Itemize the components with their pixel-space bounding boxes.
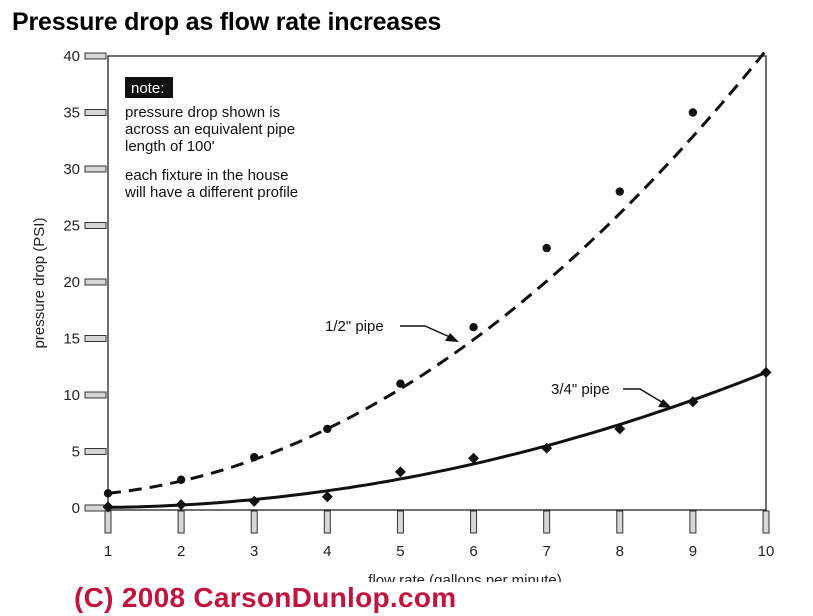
three-quarter-inch-pipe-label: 3/4" pipe (551, 381, 610, 398)
three-quarter-inch-pipe-point (468, 452, 480, 464)
three-quarter-inch-pipe-callout: 3/4" pipe (551, 381, 672, 408)
note-line-4: each fixture in the house (125, 167, 288, 184)
note-line-1: pressure drop shown is (125, 104, 280, 121)
x-tick-mark (250, 510, 258, 534)
x-tick-label: 9 (689, 543, 697, 560)
note-annotation: note: pressure drop shown is across an e… (124, 77, 298, 201)
y-tick-label: 15 (63, 331, 80, 348)
y-tick-mark (84, 448, 107, 455)
x-tick-label: 6 (469, 543, 477, 560)
half-inch-pipe-point (469, 323, 478, 332)
three-quarter-inch-pipe-point (760, 366, 772, 378)
half-inch-pipe-arrowhead (445, 333, 459, 342)
half-inch-pipe-point (323, 424, 332, 434)
three-quarter-inch-pipe-pointer (623, 388, 666, 405)
note-line-2: across an equivalent pipe (125, 121, 295, 138)
three-quarter-inch-pipe-points (102, 366, 772, 513)
y-tick-label: 5 (72, 444, 80, 461)
x-tick-mark (689, 510, 697, 534)
y-tick-label: 20 (63, 274, 80, 291)
three-quarter-inch-pipe-point (102, 501, 114, 513)
x-tick-mark (470, 510, 478, 534)
pressure-drop-chart: 0 5 10 15 20 25 30 35 40 1 2 3 4 5 6 7 8 9 10 pressure dr… (31, 48, 775, 582)
x-tick-mark (396, 510, 404, 534)
half-inch-pipe-point (688, 108, 698, 117)
note-line-5: will have a different profile (124, 184, 298, 201)
x-tick-mark (177, 510, 185, 534)
three-quarter-inch-pipe-point (541, 442, 553, 454)
three-quarter-inch-pipe-point (614, 423, 626, 435)
y-axis-label: pressure drop (PSI) (31, 218, 48, 349)
x-axis-label: flow rate (gallons per minute) (368, 572, 561, 582)
three-quarter-inch-pipe-point (687, 396, 699, 408)
half-inch-pipe-callout: 1/2" pipe (325, 318, 459, 342)
y-tick-label: 25 (63, 218, 80, 235)
copyright-notice: (C) 2008 CarsonDunlop.com (74, 582, 457, 613)
chart-title: Pressure drop as flow rate increases (12, 8, 442, 36)
x-tick-mark (543, 510, 551, 534)
half-inch-pipe-pointer (400, 325, 453, 339)
note-line-3: length of 100' (125, 138, 215, 155)
three-quarter-inch-pipe-arrowhead (658, 399, 672, 408)
x-tick-label: 3 (250, 543, 258, 560)
half-inch-pipe-point (615, 187, 624, 196)
x-tick-label: 5 (396, 543, 404, 560)
y-tick-mark (84, 335, 107, 342)
note-heading: note: (131, 80, 164, 97)
y-tick-mark (84, 278, 107, 286)
y-tick-mark (84, 222, 107, 229)
y-tick-mark (84, 504, 107, 512)
y-tick-label: 35 (63, 105, 80, 122)
x-tick-label: 10 (758, 543, 775, 560)
y-tick-mark (84, 391, 107, 399)
x-tick-label: 2 (177, 543, 185, 560)
x-tick-label: 1 (104, 543, 112, 560)
half-inch-pipe-label: 1/2" pipe (325, 318, 384, 335)
half-inch-pipe-point (542, 243, 551, 253)
half-inch-pipe-curve (107, 49, 768, 495)
three-quarter-inch-pipe-curve (107, 371, 767, 509)
three-quarter-inch-pipe-point (248, 495, 260, 507)
three-quarter-inch-pipe-point (175, 499, 187, 511)
y-tick-label: 10 (63, 387, 80, 404)
half-inch-pipe-point (396, 379, 405, 388)
half-inch-pipe-points (103, 108, 698, 498)
three-quarter-inch-pipe-point (321, 491, 333, 503)
x-tick-label: 8 (616, 543, 624, 560)
plot-frame (107, 55, 767, 511)
x-tick-mark (616, 510, 624, 534)
x-tick-mark (323, 510, 331, 534)
half-inch-pipe-point (250, 452, 259, 462)
y-axis-ticks: 0 5 10 15 20 25 30 35 40 (63, 48, 107, 517)
y-tick-mark (84, 165, 107, 173)
x-tick-label: 7 (542, 543, 550, 560)
y-tick-mark (84, 52, 107, 60)
y-tick-label: 40 (63, 48, 80, 65)
x-axis-ticks: 1 2 3 4 5 6 7 8 9 10 (104, 510, 775, 560)
x-tick-mark (104, 510, 112, 534)
half-inch-pipe-point (103, 489, 113, 498)
x-tick-label: 4 (323, 543, 331, 560)
y-tick-mark (84, 109, 107, 116)
half-inch-pipe-point (176, 475, 186, 484)
y-tick-label: 30 (63, 161, 80, 178)
note-heading-box (125, 77, 173, 98)
y-tick-label: 0 (72, 500, 80, 517)
x-tick-mark (762, 510, 770, 534)
three-quarter-inch-pipe-point (394, 466, 406, 478)
